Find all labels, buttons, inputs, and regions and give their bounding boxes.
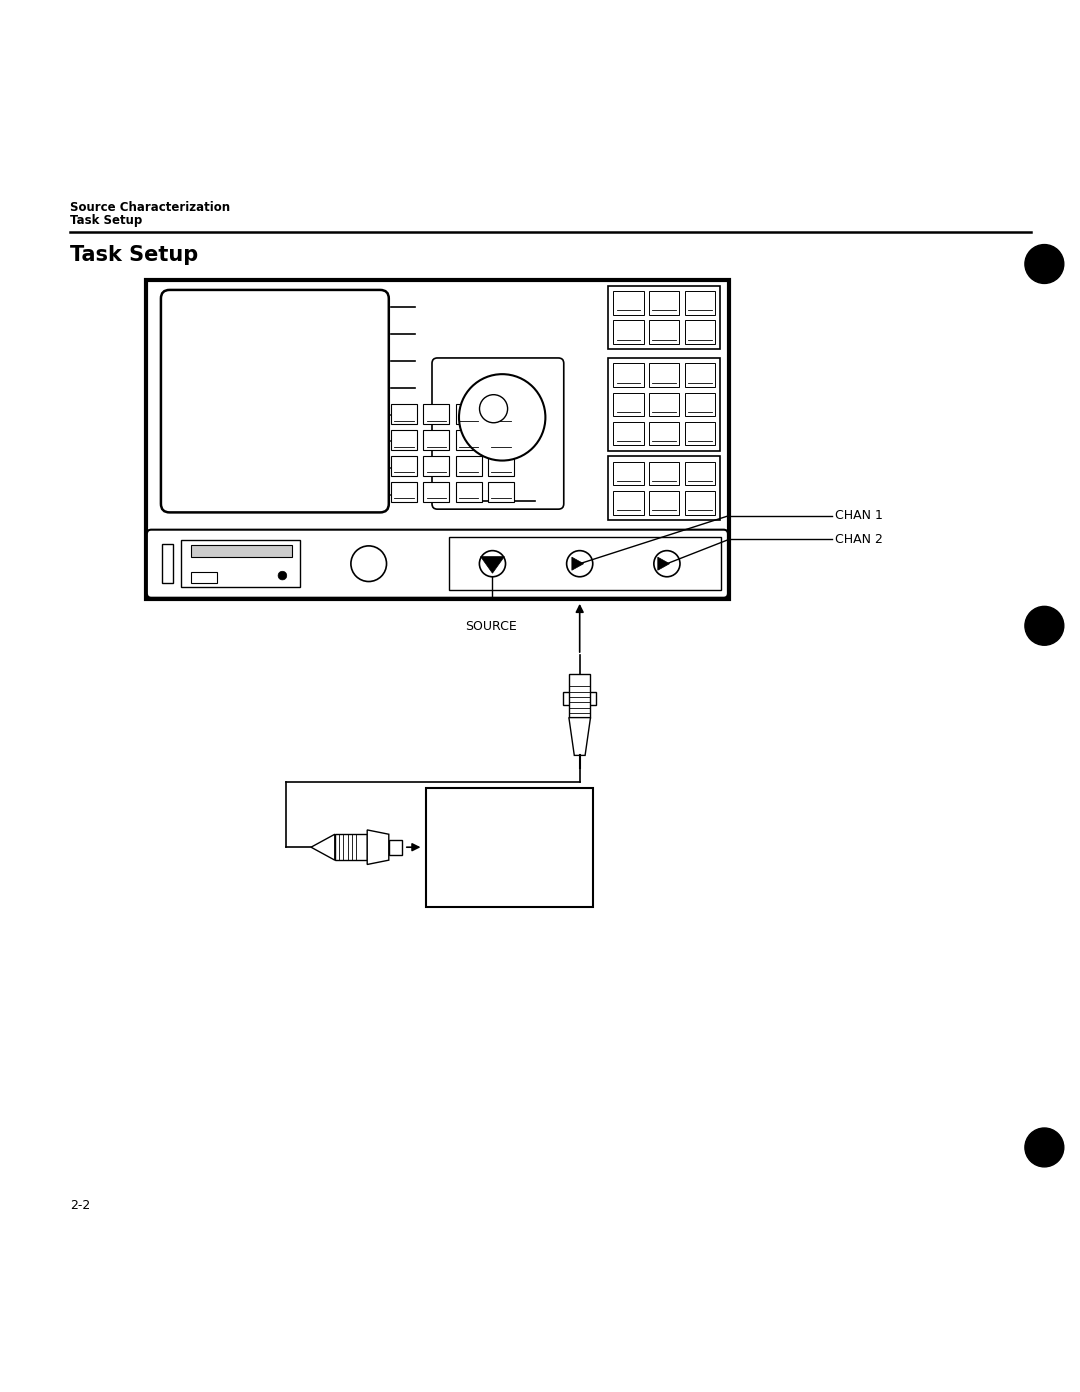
FancyBboxPatch shape bbox=[685, 291, 715, 315]
Text: Source Characterization: Source Characterization bbox=[70, 202, 230, 214]
FancyBboxPatch shape bbox=[147, 530, 728, 597]
FancyBboxPatch shape bbox=[685, 320, 715, 344]
FancyBboxPatch shape bbox=[608, 358, 720, 451]
FancyBboxPatch shape bbox=[426, 788, 593, 906]
Circle shape bbox=[1025, 1128, 1064, 1166]
Text: CHAN 2: CHAN 2 bbox=[835, 533, 882, 546]
Polygon shape bbox=[658, 557, 670, 571]
Text: Task Setup: Task Setup bbox=[70, 245, 199, 264]
FancyBboxPatch shape bbox=[456, 482, 482, 501]
FancyBboxPatch shape bbox=[569, 674, 591, 718]
FancyBboxPatch shape bbox=[389, 839, 402, 855]
FancyBboxPatch shape bbox=[564, 692, 596, 704]
FancyBboxPatch shape bbox=[146, 280, 729, 599]
FancyBboxPatch shape bbox=[423, 405, 449, 423]
Text: Signal: Signal bbox=[488, 827, 530, 841]
Text: SOURCE: SOURCE bbox=[465, 621, 517, 633]
FancyBboxPatch shape bbox=[161, 290, 389, 512]
FancyBboxPatch shape bbox=[456, 405, 482, 423]
FancyBboxPatch shape bbox=[613, 462, 644, 486]
Circle shape bbox=[279, 571, 287, 580]
FancyBboxPatch shape bbox=[488, 430, 514, 450]
Polygon shape bbox=[311, 834, 335, 860]
Polygon shape bbox=[571, 557, 583, 571]
FancyBboxPatch shape bbox=[685, 422, 715, 445]
Text: 2-2: 2-2 bbox=[70, 1200, 91, 1212]
FancyBboxPatch shape bbox=[613, 422, 644, 445]
FancyBboxPatch shape bbox=[685, 363, 715, 387]
Polygon shape bbox=[481, 557, 504, 574]
FancyBboxPatch shape bbox=[181, 540, 300, 587]
Circle shape bbox=[653, 551, 680, 576]
FancyBboxPatch shape bbox=[423, 430, 449, 450]
FancyBboxPatch shape bbox=[391, 430, 417, 450]
FancyBboxPatch shape bbox=[391, 405, 417, 423]
Circle shape bbox=[567, 551, 593, 576]
Circle shape bbox=[351, 546, 387, 582]
FancyBboxPatch shape bbox=[456, 457, 482, 476]
FancyBboxPatch shape bbox=[488, 482, 514, 501]
FancyBboxPatch shape bbox=[649, 462, 679, 486]
FancyBboxPatch shape bbox=[685, 491, 715, 515]
Polygon shape bbox=[367, 830, 389, 864]
FancyBboxPatch shape bbox=[391, 482, 417, 501]
FancyBboxPatch shape bbox=[685, 462, 715, 486]
FancyBboxPatch shape bbox=[335, 834, 367, 860]
FancyBboxPatch shape bbox=[649, 393, 679, 416]
FancyBboxPatch shape bbox=[649, 491, 679, 515]
Circle shape bbox=[480, 551, 505, 576]
FancyBboxPatch shape bbox=[191, 544, 292, 557]
Circle shape bbox=[480, 395, 508, 423]
FancyBboxPatch shape bbox=[649, 291, 679, 315]
FancyBboxPatch shape bbox=[423, 457, 449, 476]
Circle shape bbox=[1025, 607, 1064, 646]
Circle shape bbox=[1025, 245, 1064, 284]
Text: Source: Source bbox=[485, 856, 534, 870]
Text: Task Setup: Task Setup bbox=[70, 214, 143, 227]
FancyBboxPatch shape bbox=[613, 363, 644, 387]
FancyBboxPatch shape bbox=[191, 572, 217, 583]
FancyBboxPatch shape bbox=[649, 363, 679, 387]
FancyBboxPatch shape bbox=[613, 291, 644, 315]
FancyBboxPatch shape bbox=[488, 457, 514, 476]
FancyBboxPatch shape bbox=[162, 544, 173, 583]
FancyBboxPatch shape bbox=[649, 320, 679, 344]
FancyBboxPatch shape bbox=[456, 430, 482, 450]
FancyBboxPatch shape bbox=[423, 482, 449, 501]
Text: CHAN 1: CHAN 1 bbox=[835, 509, 882, 522]
FancyBboxPatch shape bbox=[432, 358, 564, 509]
FancyBboxPatch shape bbox=[391, 457, 417, 476]
FancyBboxPatch shape bbox=[608, 457, 720, 521]
FancyBboxPatch shape bbox=[608, 285, 720, 349]
FancyBboxPatch shape bbox=[649, 422, 679, 445]
Polygon shape bbox=[569, 718, 591, 756]
FancyBboxPatch shape bbox=[488, 405, 514, 423]
FancyBboxPatch shape bbox=[613, 320, 644, 344]
Circle shape bbox=[459, 374, 545, 461]
FancyBboxPatch shape bbox=[449, 537, 721, 590]
FancyBboxPatch shape bbox=[613, 393, 644, 416]
FancyBboxPatch shape bbox=[685, 393, 715, 416]
FancyBboxPatch shape bbox=[613, 491, 644, 515]
